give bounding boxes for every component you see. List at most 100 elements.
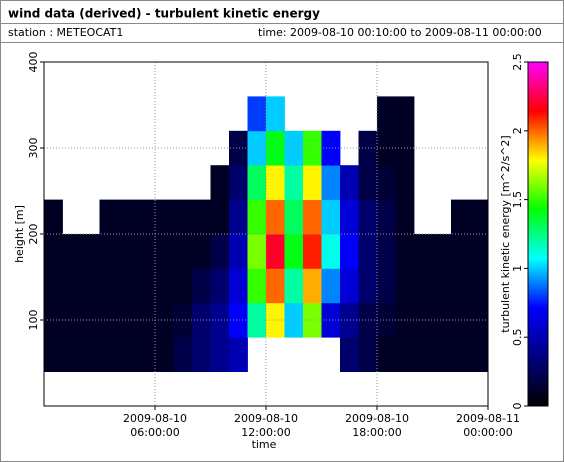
- heatmap-cell: [62, 234, 82, 269]
- heatmap-cell: [62, 337, 82, 372]
- heatmap-cell: [303, 130, 322, 166]
- heatmap-cell: [358, 337, 378, 372]
- heatmap-cell: [155, 337, 174, 372]
- heatmap-cell: [247, 199, 267, 235]
- colorbar-tick-label: 1: [511, 265, 524, 272]
- colorbar-tick-label: 1.5: [511, 191, 524, 209]
- heatmap-cell: [173, 234, 193, 269]
- heatmap-cell: [99, 199, 119, 235]
- heatmap-cell: [377, 199, 396, 235]
- colorbar-tick-label: 2: [511, 127, 524, 134]
- heatmap-cell: [247, 234, 267, 269]
- heatmap-cell: [62, 268, 82, 304]
- y-axis-label: height [m]: [13, 205, 26, 263]
- colorbar-tick-label: 0.5: [511, 328, 524, 346]
- heatmap-cell: [266, 268, 285, 304]
- heatmap-cell: [81, 234, 100, 269]
- heatmap-cell: [358, 165, 378, 200]
- heatmap-cell: [432, 234, 452, 269]
- heatmap-cell: [210, 302, 230, 338]
- heatmap-cell: [210, 234, 230, 269]
- heatmap-cell: [321, 199, 341, 235]
- x-tick-label: 2009-08-10 18:00:00: [345, 412, 409, 439]
- heatmap-cell: [469, 199, 489, 235]
- heatmap-cell: [192, 337, 211, 372]
- heatmap-cell: [414, 337, 433, 372]
- heatmap-cell: [377, 337, 396, 372]
- heatmap-cell: [451, 268, 470, 304]
- heatmap-cell: [210, 337, 230, 372]
- heatmap-cell: [303, 165, 322, 200]
- heatmap-cell: [321, 268, 341, 304]
- heatmap-cell: [469, 234, 489, 269]
- heatmap-cell: [414, 234, 433, 269]
- heatmap-cell: [469, 302, 489, 338]
- heatmap-cell: [395, 165, 415, 200]
- heatmap-cell: [229, 337, 248, 372]
- heatmap-cell: [432, 337, 452, 372]
- heatmap-cell: [99, 302, 119, 338]
- heatmap-cell: [414, 268, 433, 304]
- heatmap-cell: [321, 130, 341, 166]
- heatmap-cell: [340, 337, 359, 372]
- heatmap-cell: [81, 337, 100, 372]
- heatmap-cell: [118, 199, 137, 235]
- heatmap-cell: [229, 199, 248, 235]
- heatmap-cell: [210, 199, 230, 235]
- heatmap-cell: [358, 234, 378, 269]
- heatmap-cell: [247, 130, 267, 166]
- x-tick-label: 2009-08-10 12:00:00: [234, 412, 298, 439]
- heatmap-cell: [136, 199, 156, 235]
- heatmap-cell: [81, 302, 100, 338]
- heatmap-cell: [99, 337, 119, 372]
- heatmap-cell: [284, 199, 304, 235]
- heatmap-cell: [340, 268, 359, 304]
- heatmap-cell: [358, 268, 378, 304]
- heatmap-cell: [340, 302, 359, 338]
- heatmap-cell: [321, 234, 341, 269]
- y-tick-label: 100: [27, 310, 40, 331]
- heatmap-cell: [395, 199, 415, 235]
- heatmap-cell: [136, 268, 156, 304]
- heatmap-cell: [118, 337, 137, 372]
- heatmap-cell: [229, 130, 248, 166]
- heatmap-cell: [395, 337, 415, 372]
- heatmap-cell: [451, 234, 470, 269]
- heatmap-cell: [247, 268, 267, 304]
- heatmap-cell: [99, 234, 119, 269]
- heatmap-cell: [340, 199, 359, 235]
- x-tick-label: 2009-08-10 06:00:00: [123, 412, 187, 439]
- heatmap-cell: [44, 199, 63, 235]
- heatmap-cell: [192, 302, 211, 338]
- heatmap-cell: [284, 165, 304, 200]
- heatmap-cell: [136, 234, 156, 269]
- x-tick-label: 2009-08-11 00:00:00: [456, 412, 520, 439]
- heatmap-cell: [340, 234, 359, 269]
- heatmap-cell: [395, 96, 415, 132]
- heatmap-cell: [321, 165, 341, 200]
- heatmap-cell: [81, 268, 100, 304]
- heatmap-cell: [136, 302, 156, 338]
- heatmap-cell: [210, 268, 230, 304]
- heatmap-cell: [451, 199, 470, 235]
- heatmap-cell: [173, 199, 193, 235]
- heatmap-cell: [155, 268, 174, 304]
- heatmap-cell: [303, 268, 322, 304]
- heatmap-cell: [247, 302, 267, 338]
- colorbar: [527, 61, 549, 407]
- heatmap-cell: [173, 268, 193, 304]
- heatmap-cell: [451, 337, 470, 372]
- heatmap-cell: [284, 234, 304, 269]
- heatmap-cell: [229, 302, 248, 338]
- heatmap-cell: [432, 268, 452, 304]
- heatmap-cell: [414, 302, 433, 338]
- time-label: time: 2009-08-10 00:10:00 to 2009-08-11 …: [258, 26, 542, 39]
- y-tick-label: 400: [27, 52, 40, 73]
- heatmap-cell: [229, 234, 248, 269]
- heatmap-cell: [266, 96, 285, 132]
- heatmap-cell: [229, 268, 248, 304]
- heatmap-cell: [44, 234, 63, 269]
- colorbar-tick-label: 0: [511, 403, 524, 410]
- heatmap-cell: [192, 268, 211, 304]
- heatmap-cell: [118, 234, 137, 269]
